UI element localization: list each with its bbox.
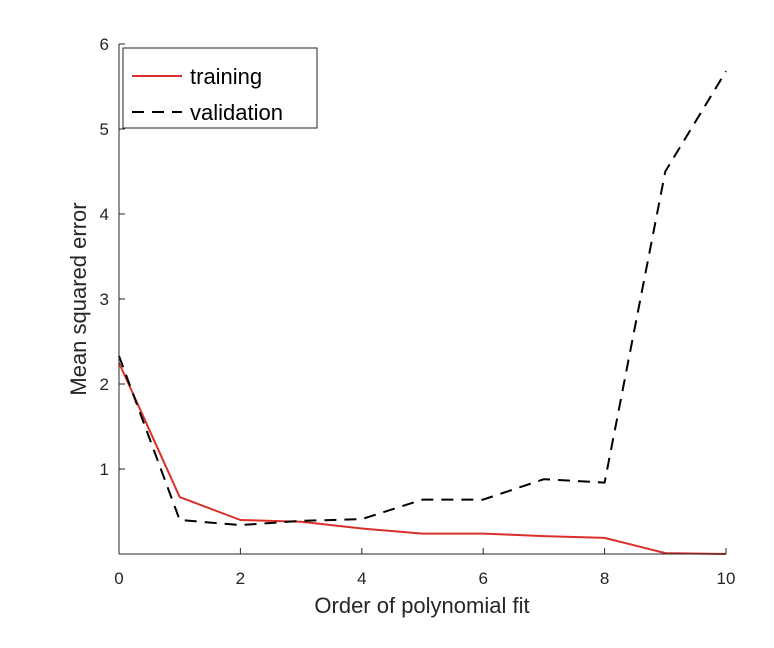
y-tick-label: 3 (100, 290, 109, 309)
y-tick-label: 1 (100, 460, 109, 479)
x-tick-label: 10 (717, 569, 736, 588)
x-ticks: 0 2 4 6 8 10 (114, 548, 735, 588)
y-tick-label: 6 (100, 35, 109, 54)
legend: training validation (122, 47, 318, 129)
y-axis-label: Mean squared error (66, 202, 91, 395)
x-axis-label: Order of polynomial fit (314, 593, 529, 618)
y-ticks: 1 2 3 4 5 6 (100, 35, 125, 479)
plot-area (119, 44, 726, 554)
legend-label-training: training (190, 64, 262, 89)
y-tick-label: 5 (100, 120, 109, 139)
x-tick-label: 4 (357, 569, 366, 588)
series-line-training (118, 362, 727, 555)
y-tick-label: 2 (100, 375, 109, 394)
y-tick-label: 4 (100, 205, 109, 224)
x-tick-label: 6 (478, 569, 487, 588)
series-layer (118, 70, 727, 555)
series-line-validation (118, 70, 727, 527)
legend-box (122, 47, 318, 129)
x-tick-label: 0 (114, 569, 123, 588)
legend-label-validation: validation (190, 100, 283, 125)
x-tick-label: 8 (600, 569, 609, 588)
x-tick-label: 2 (236, 569, 245, 588)
